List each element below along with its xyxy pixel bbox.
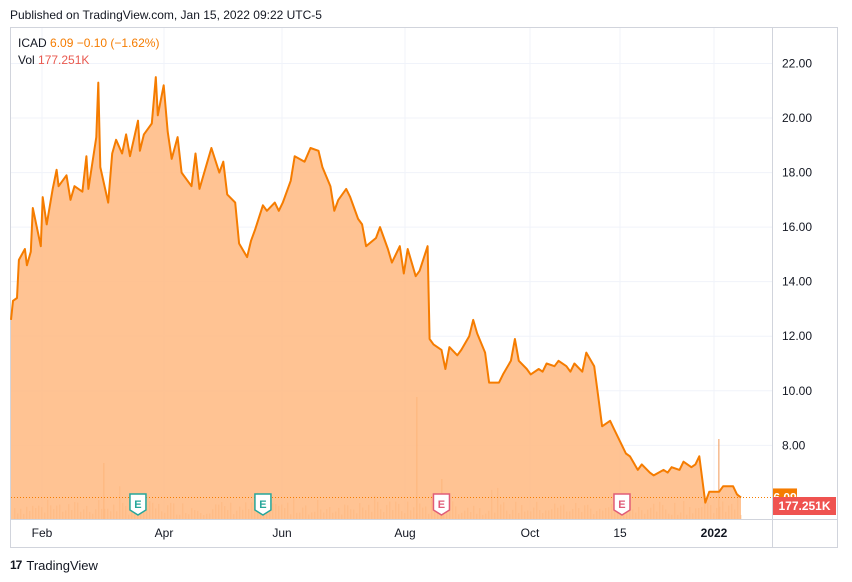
earnings-marker: E (613, 493, 631, 516)
tradingview-brand[interactable]: TradingView (26, 557, 98, 573)
y-axis: 22.00 20.00 18.00 16.00 14.00 12.00 10.00 8.00 (782, 56, 812, 452)
y-tick-label: 18.00 (782, 166, 812, 180)
price-area (11, 77, 741, 519)
earnings-marker: E (129, 493, 147, 516)
earnings-marker-label: E (438, 499, 445, 511)
x-tick-label: Aug (394, 526, 415, 540)
y-tick-label: 16.00 (782, 220, 812, 234)
volume-badge-label: 177.251K (778, 499, 830, 513)
x-tick-label: Oct (521, 526, 540, 540)
y-tick-label: 8.00 (782, 438, 806, 452)
legend-price: 6.09 (50, 36, 74, 50)
earnings-marker: E (432, 493, 451, 516)
x-axis: Feb Apr Jun Aug Oct 15 2022 (32, 526, 728, 540)
x-tick-label: Feb (32, 526, 53, 540)
y-tick-label: 12.00 (782, 329, 812, 343)
earnings-marker-shape (129, 493, 147, 516)
y-tick-label: 10.00 (782, 384, 812, 398)
earnings-marker-label: E (618, 499, 625, 511)
legend-change: −0.10 (−1.62%) (76, 36, 160, 50)
published-caption: Published on TradingView.com, Jan 15, 20… (10, 8, 322, 22)
x-tick-label: 15 (613, 526, 627, 540)
earnings-marker-shape (613, 493, 631, 516)
legend: ICAD 6.09 −0.10 (−1.62%) Vol 177.251K (18, 35, 159, 69)
legend-vol-label: Vol (18, 53, 35, 67)
earnings-marker: E (254, 493, 272, 516)
legend-vol-value: 177.251K (38, 53, 90, 67)
tradingview-logo-icon: 17 (10, 558, 22, 572)
price-line (10, 76, 742, 504)
earnings-marker-label: E (259, 499, 266, 511)
x-tick-label: Apr (155, 526, 174, 540)
earnings-marker-shape (432, 493, 451, 516)
volume-bar-spike (718, 439, 720, 519)
earnings-marker-shape (254, 493, 272, 516)
x-tick-label: 2022 (701, 526, 728, 540)
footer: 17 TradingView (10, 556, 98, 574)
x-tick-label: Jun (272, 526, 291, 540)
y-tick-label: 14.00 (782, 275, 812, 289)
volume-badge (773, 497, 836, 515)
earnings-marker-label: E (134, 499, 141, 511)
legend-symbol: ICAD (18, 36, 47, 50)
y-tick-label: 20.00 (782, 111, 812, 125)
chart-frame (10, 27, 838, 548)
y-tick-label: 22.00 (782, 56, 812, 70)
axis-badges: 6.09177.251K (773, 488, 836, 515)
